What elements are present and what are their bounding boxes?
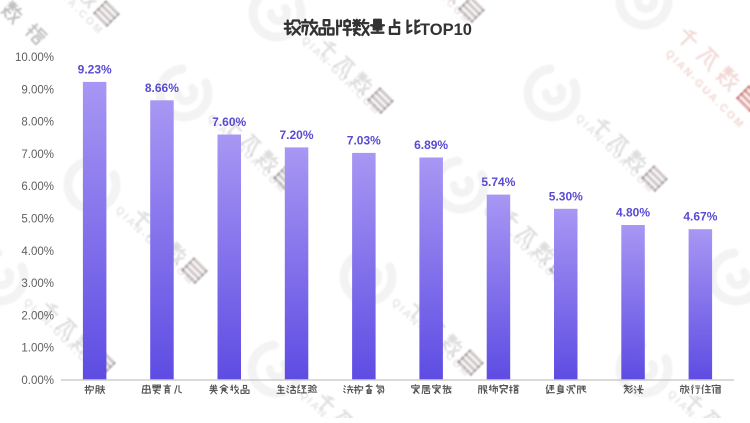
svg-text:10.00%: 10.00% [15, 52, 54, 64]
svg-text:6.89%: 6.89% [414, 138, 448, 152]
svg-text:4.00%: 4.00% [21, 246, 54, 258]
svg-text:5.30%: 5.30% [549, 189, 583, 203]
svg-text:7.03%: 7.03% [347, 133, 381, 147]
svg-text:4.80%: 4.80% [616, 206, 650, 220]
svg-text:1.00%: 1.00% [21, 343, 54, 355]
svg-text:9.23%: 9.23% [78, 62, 112, 76]
svg-text:4.67%: 4.67% [683, 210, 717, 224]
svg-text:2.00%: 2.00% [21, 310, 54, 322]
svg-text:TOP10: TOP10 [420, 21, 472, 39]
svg-text:7.20%: 7.20% [279, 128, 313, 142]
svg-text:6.00%: 6.00% [21, 181, 54, 193]
svg-text:7.60%: 7.60% [212, 115, 246, 129]
svg-text:5.00%: 5.00% [21, 214, 54, 226]
svg-text:9.00%: 9.00% [21, 84, 54, 96]
svg-text:8.66%: 8.66% [145, 81, 179, 95]
svg-text:0.00%: 0.00% [21, 375, 54, 387]
svg-text:7.00%: 7.00% [21, 149, 54, 161]
svg-text:3.00%: 3.00% [21, 278, 54, 290]
svg-text:8.00%: 8.00% [21, 117, 54, 129]
svg-text:5.74%: 5.74% [481, 175, 515, 189]
